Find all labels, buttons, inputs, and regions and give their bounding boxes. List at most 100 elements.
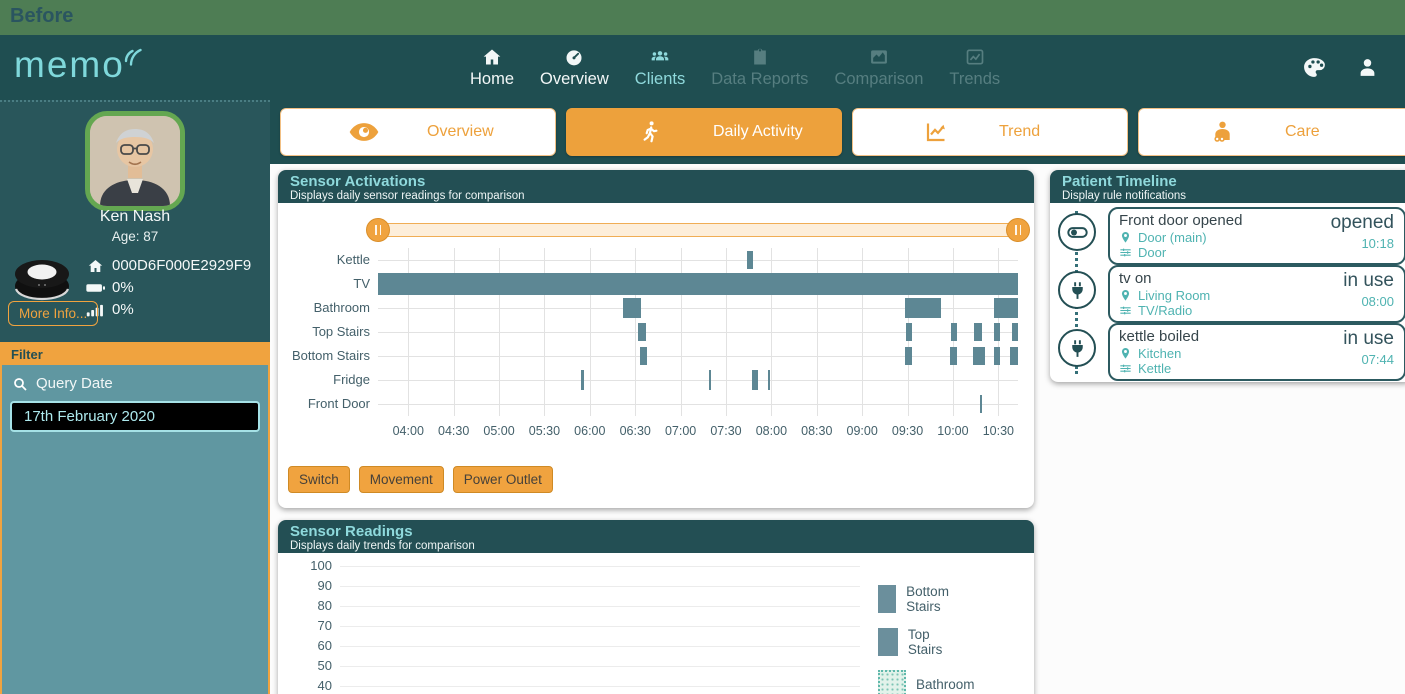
patient-timeline-card: Patient Timeline Display rule notificati… bbox=[1050, 170, 1405, 382]
signal-value: 0% bbox=[112, 301, 134, 318]
nav-item-label: Home bbox=[470, 69, 515, 88]
plug-icon bbox=[1067, 338, 1088, 359]
slider-handle-left[interactable] bbox=[366, 218, 390, 242]
gantt-row-line bbox=[378, 404, 1018, 405]
tab-overview[interactable]: Overview bbox=[280, 108, 556, 156]
gantt-row-label: Fridge bbox=[333, 372, 370, 387]
card-title: Patient Timeline bbox=[1062, 173, 1177, 190]
gantt-x-tick: 08:30 bbox=[801, 424, 833, 438]
avatar bbox=[85, 111, 185, 211]
gantt-row-line bbox=[378, 308, 1018, 309]
user-icon[interactable] bbox=[1355, 55, 1380, 80]
gantt-x-tick: 09:30 bbox=[891, 424, 924, 438]
gantt-x-tick: 04:30 bbox=[438, 424, 470, 438]
notification-sensor: Door bbox=[1138, 245, 1167, 260]
gantt-row-labels: Kettle TV Bathroom Top Stairs Bottom Stairs F… bbox=[278, 248, 370, 416]
notification-title: tv on bbox=[1119, 270, 1152, 287]
card-subtitle: Display rule notifications bbox=[1062, 190, 1187, 202]
navbar: memo Home Overview Clients Data Reports Comp… bbox=[0, 35, 1405, 100]
sensor-readings-header: Sensor Readings Displays daily trends fo… bbox=[278, 520, 1034, 553]
legend-label: Bottom Stairs bbox=[906, 584, 949, 614]
readings-gridline bbox=[340, 686, 860, 687]
eye-icon bbox=[349, 120, 379, 144]
tab-trend[interactable]: Trend bbox=[852, 108, 1128, 156]
notification-card-front-door-opened[interactable]: Front door opened opened 10:18 Door (main) D… bbox=[1108, 207, 1405, 265]
tab-label: Care bbox=[1285, 123, 1320, 140]
notification-title: Front door opened bbox=[1119, 212, 1243, 229]
legend-label: Bathroom bbox=[916, 676, 975, 692]
readings-y-tick: 50 bbox=[317, 658, 332, 673]
nav-item-clients[interactable]: Clients bbox=[635, 47, 685, 89]
gantt-bar-top-stairs bbox=[906, 323, 913, 341]
gantt-x-tick: 06:00 bbox=[574, 424, 606, 438]
notification-card-tv-on[interactable]: tv on in use 08:00 Living Room TV/Radio bbox=[1108, 265, 1405, 323]
sliders-icon bbox=[1119, 362, 1132, 375]
area-chart-icon bbox=[869, 47, 889, 67]
gantt-row-label: Front Door bbox=[307, 396, 370, 411]
legend-item-bottom-stairs: Bottom Stairs bbox=[878, 584, 959, 614]
filter-panel: Filter Query Date 17th February 2020 bbox=[0, 342, 270, 694]
gantt-bar-tv bbox=[378, 273, 1018, 295]
nav-items: Home Overview Clients Data Reports Compariso… bbox=[470, 35, 1000, 100]
gantt-bar-top-stairs bbox=[638, 323, 646, 341]
logo-signal-arcs bbox=[124, 48, 142, 66]
readings-y-tick: 80 bbox=[317, 598, 332, 613]
tab-care[interactable]: Care bbox=[1138, 108, 1405, 156]
sliders-icon bbox=[1119, 304, 1132, 317]
gantt-x-tick: 10:00 bbox=[937, 424, 969, 438]
notification-location: Living Room bbox=[1138, 288, 1211, 303]
care-icon bbox=[1207, 120, 1237, 144]
query-date-input[interactable]: 17th February 2020 bbox=[10, 401, 260, 432]
more-info-button[interactable]: More Info... bbox=[8, 301, 99, 326]
sensor-activations-header: Sensor Activations Displays daily sensor… bbox=[278, 170, 1034, 203]
gantt-bar-fridge bbox=[580, 370, 584, 390]
gantt-x-tick: 07:00 bbox=[664, 424, 697, 438]
readings-y-tick: 90 bbox=[317, 578, 332, 593]
before-banner: Before bbox=[0, 0, 1405, 35]
tab-label: Trend bbox=[999, 123, 1041, 140]
readings-gridline bbox=[340, 586, 860, 587]
time-range-slider bbox=[366, 218, 1030, 242]
battery-value: 0% bbox=[112, 279, 134, 296]
query-date-label: Query Date bbox=[36, 375, 113, 392]
timeline-plug-icon bbox=[1058, 329, 1096, 367]
tab-daily-activity[interactable]: Daily Activity bbox=[566, 108, 842, 156]
app-logo[interactable]: memo bbox=[14, 44, 147, 86]
notification-card-kettle-boiled[interactable]: kettle boiled in use 07:44 Kitchen Kettle bbox=[1108, 323, 1405, 381]
nav-item-trends: Trends bbox=[949, 47, 1000, 89]
notification-status: in use bbox=[1343, 328, 1394, 349]
pin-icon bbox=[1119, 289, 1132, 302]
card-title: Sensor Activations bbox=[290, 173, 426, 190]
slider-track[interactable] bbox=[378, 223, 1018, 237]
legend-swatch bbox=[878, 628, 898, 656]
gantt-x-tick: 10:30 bbox=[982, 424, 1014, 438]
nav-item-home[interactable]: Home bbox=[470, 47, 514, 89]
legend-label: Top Stairs bbox=[907, 627, 943, 657]
gantt-row-line bbox=[378, 332, 1018, 333]
sensor-type-button-power-outlet[interactable]: Power Outlet bbox=[452, 466, 553, 493]
gantt-bar-top-stairs bbox=[951, 323, 958, 341]
gantt-x-tick: 05:30 bbox=[528, 424, 561, 438]
legend-item-bathroom: Bathroom bbox=[878, 670, 975, 694]
notification-sensor-row: Kettle bbox=[1119, 361, 1171, 376]
device-id-row: 000D6F000E2929F9 bbox=[86, 257, 251, 274]
hub-device-image bbox=[10, 252, 74, 306]
nav-item-overview[interactable]: Overview bbox=[540, 47, 609, 89]
gantt-x-tick: 04:00 bbox=[392, 424, 424, 438]
nav-item-label: Trends bbox=[949, 69, 1001, 88]
pin-icon bbox=[1119, 231, 1132, 244]
palette-icon[interactable] bbox=[1302, 55, 1327, 80]
slider-handle-right[interactable] bbox=[1006, 218, 1030, 242]
sensor-type-button-movement[interactable]: Movement bbox=[358, 466, 444, 493]
notification-status: opened bbox=[1330, 212, 1394, 233]
readings-gridline bbox=[340, 606, 860, 607]
battery-icon bbox=[86, 280, 105, 296]
notification-sensor-row: Door bbox=[1119, 245, 1166, 260]
gantt-row-label: Bathroom bbox=[313, 300, 370, 315]
notification-sensor-row: TV/Radio bbox=[1119, 303, 1192, 318]
patient-age: Age: 87 bbox=[111, 229, 159, 244]
timeline-body: Front door opened opened 10:18 Door (main) D… bbox=[1050, 203, 1405, 382]
readings-y-tick: 70 bbox=[317, 618, 332, 633]
sensor-type-button-switch[interactable]: Switch bbox=[288, 466, 350, 493]
